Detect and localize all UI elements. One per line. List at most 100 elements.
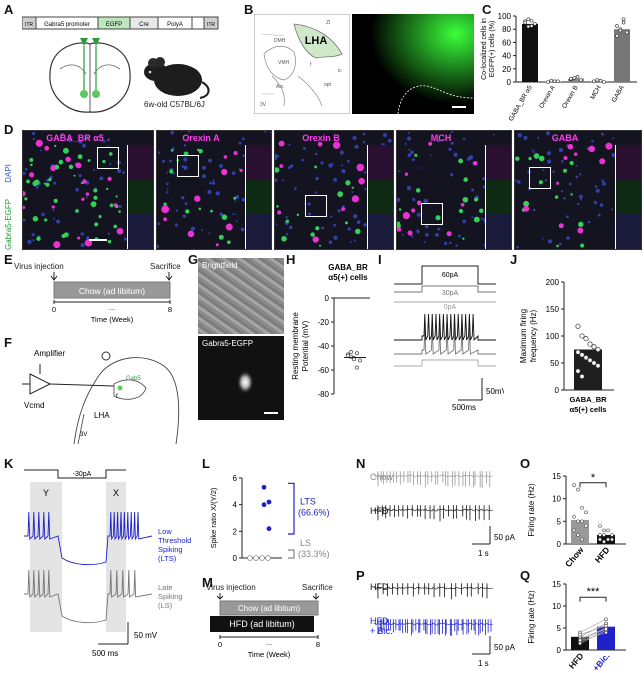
k-step-label: -30pA xyxy=(73,471,92,478)
egfp-cell xyxy=(210,209,213,213)
scale-bar xyxy=(89,239,107,241)
panel-g-brightfield: Brightfield xyxy=(198,258,284,334)
dapi-dot xyxy=(170,131,175,135)
dapi-dot xyxy=(166,171,169,174)
dapi-dot xyxy=(411,235,414,238)
dapi-dot xyxy=(453,152,458,157)
dapi-dot xyxy=(353,214,358,219)
c-category-label: GABA_BR α5 xyxy=(508,84,534,122)
c-point xyxy=(598,78,603,83)
c-ytick-label: 80 xyxy=(502,25,511,34)
dapi-dot xyxy=(515,179,517,182)
j-point xyxy=(579,333,585,339)
panel-e-timeline: Chow (ad libitum) 0 ... 8 Time (Week) xyxy=(50,272,173,324)
dapi-dot xyxy=(566,236,570,240)
dapi-dot xyxy=(612,137,615,140)
dapi-dot xyxy=(212,179,215,182)
egfp-cell xyxy=(398,208,402,211)
dapi-dot xyxy=(575,175,579,179)
dapi-dot xyxy=(56,219,61,224)
dapi-dot xyxy=(408,148,411,151)
dapi-dot xyxy=(333,235,338,240)
dapi-dot xyxy=(544,179,548,182)
dapi-dot xyxy=(27,239,32,244)
dapi-dot xyxy=(289,164,294,168)
c-category-label: Orexin A xyxy=(538,84,557,110)
dapi-dot xyxy=(315,152,318,156)
l-ls-pct: (33.3%) xyxy=(298,549,330,559)
egfp-cell xyxy=(435,215,441,221)
panel-letter-j: J xyxy=(510,252,518,267)
marker-cell xyxy=(85,192,90,196)
f-3v: 3V xyxy=(80,432,87,438)
f-amplifier: Amplifier xyxy=(34,349,65,358)
h-ytick-label: 0 xyxy=(325,294,330,303)
panel-b-fluorescence-image xyxy=(352,14,474,114)
egfp-cell xyxy=(170,149,174,152)
marker-cell xyxy=(332,141,341,149)
dapi-dot xyxy=(264,131,267,133)
egfp-cell xyxy=(233,196,237,200)
dapi-dot xyxy=(437,227,441,231)
n-scale-t: 1 s xyxy=(478,549,489,558)
c-ylabel: Co-localized cells inEGFP(+) cells (%) xyxy=(481,18,496,80)
micrograph-inset xyxy=(127,145,153,249)
panel-a-brain-diagram xyxy=(49,38,131,113)
o-ytick-label: 15 xyxy=(552,472,561,481)
dapi-dot xyxy=(351,190,354,194)
marker-cell xyxy=(51,205,55,209)
dapi-dot xyxy=(80,232,84,236)
egfp-cell xyxy=(43,182,46,185)
marker-cell xyxy=(404,172,409,176)
dapi-dot xyxy=(231,171,236,176)
dapi-dot xyxy=(444,241,448,245)
q-pair-line xyxy=(579,628,607,641)
dapi-dot xyxy=(455,244,458,247)
c-point xyxy=(625,30,629,35)
dapi-dot xyxy=(397,197,401,202)
marker-cell xyxy=(341,207,346,212)
egfp-cell xyxy=(281,236,287,242)
egfp-cell xyxy=(77,154,83,160)
panel-letter-q: Q xyxy=(520,568,531,583)
egfp-cell xyxy=(44,218,48,222)
dapi-dot xyxy=(187,131,191,133)
egfp-cell xyxy=(533,153,540,159)
dapi-dot xyxy=(591,139,594,143)
panel-letter-l: L xyxy=(202,456,210,471)
dapi-dot xyxy=(337,209,341,213)
l-lts-bracket xyxy=(288,482,295,535)
panel-letter-m: M xyxy=(202,575,213,590)
dapi-dot xyxy=(362,141,366,144)
h-point xyxy=(352,357,356,362)
dapi-dot xyxy=(276,154,280,158)
dapi-dot xyxy=(593,200,598,205)
o-point xyxy=(584,524,588,528)
egfp-cell xyxy=(90,201,97,208)
q-point xyxy=(578,632,582,637)
egfp-cell xyxy=(93,188,98,193)
construct-itr-left: ITR xyxy=(25,22,33,28)
l-ls-point xyxy=(259,555,265,561)
egfp-cell xyxy=(118,210,121,213)
dapi-dot xyxy=(356,220,361,224)
g-egfp-label: Gabra5-EGFP xyxy=(202,339,254,348)
marker-cell xyxy=(402,212,410,220)
dapi-dot xyxy=(285,216,288,219)
micrograph-cells xyxy=(157,131,271,249)
e-dots: ... xyxy=(109,303,115,312)
dapi-dot xyxy=(232,213,234,215)
dapi-dot xyxy=(575,164,578,167)
egfp-cell xyxy=(30,163,33,167)
m-sacrifice: Sacrifice xyxy=(302,583,333,592)
dapi-dot xyxy=(578,194,583,199)
dapi-dot xyxy=(116,168,122,173)
p-hfd-baseline xyxy=(373,586,494,590)
micrograph-inset xyxy=(367,145,393,249)
dapi-dot xyxy=(122,171,125,174)
e-sacrifice: Sacrifice xyxy=(150,262,181,271)
h-ylabel: Resting membranePotential (mV) xyxy=(291,312,310,380)
dapi-dot xyxy=(303,147,306,151)
j-point xyxy=(591,344,597,350)
l-ytick-label: 2 xyxy=(233,527,238,536)
